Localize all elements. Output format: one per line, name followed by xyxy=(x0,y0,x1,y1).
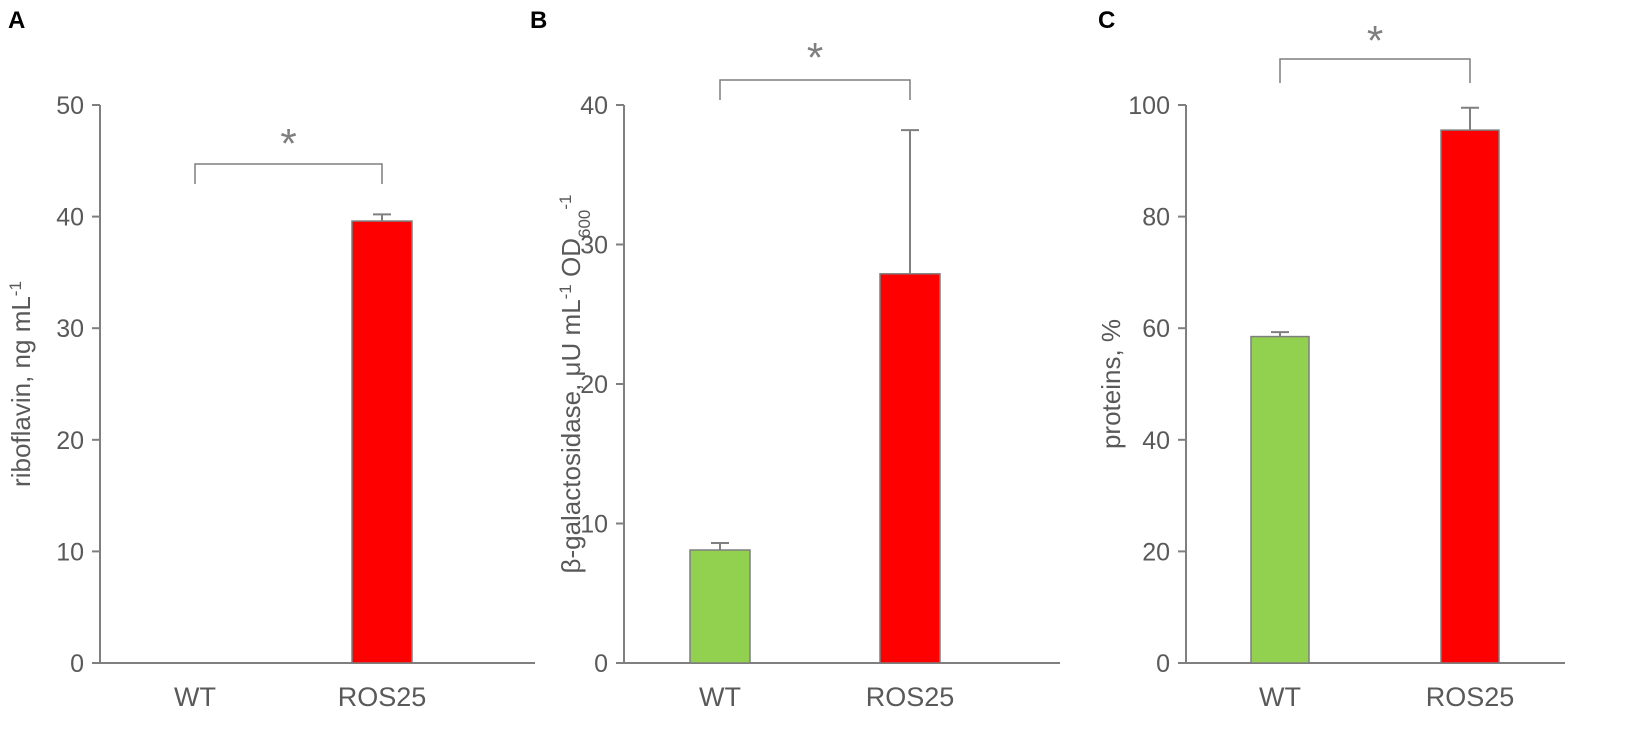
significance-bracket xyxy=(1279,58,1471,83)
y-axis-label: riboflavin, ng mL-1 xyxy=(6,281,37,487)
y-tick-label: 40 xyxy=(580,92,608,120)
bar-wt xyxy=(1250,335,1310,664)
significance-star: * xyxy=(1367,17,1383,64)
y-tick-label: 30 xyxy=(580,232,608,260)
y-tick-label: 40 xyxy=(56,204,84,232)
x-tick-label: WT xyxy=(174,682,216,712)
y-tick-label: 50 xyxy=(56,92,84,120)
y-tick-label: 60 xyxy=(1142,315,1170,343)
panel-a: A 0 10 20 30 40 50 WT ROS25 * riboflavin, ng mL-1 xyxy=(6,7,535,712)
x-tick-label: ROS25 xyxy=(338,682,427,712)
y-tick-label: 40 xyxy=(1142,427,1170,455)
y-tick-label: 0 xyxy=(1156,650,1170,678)
y-tick-label: 0 xyxy=(70,650,84,678)
x-tick-label: WT xyxy=(699,682,741,712)
panel-b: B 0 10 20 30 40 WT ROS25 * β-galactosidase, μU mL… xyxy=(530,7,1060,712)
x-tick-label: ROS25 xyxy=(866,682,955,712)
y-axis-label: β-galactosidase, μU mL-1 OD600-1 xyxy=(556,194,594,573)
y-tick-label: 0 xyxy=(594,650,608,678)
y-tick-label: 20 xyxy=(1142,538,1170,566)
y-axis-label: proteins, % xyxy=(1096,319,1126,449)
bar-wt xyxy=(689,549,751,664)
panel-label: A xyxy=(8,7,25,34)
significance-bracket xyxy=(719,79,911,100)
y-tick-label: 10 xyxy=(56,538,84,566)
bar-ros25 xyxy=(351,220,413,664)
y-tick-label: 80 xyxy=(1142,204,1170,232)
x-tick-label: WT xyxy=(1259,682,1301,712)
y-tick-label: 30 xyxy=(56,315,84,343)
panel-label: B xyxy=(530,7,547,34)
bar-ros25 xyxy=(1440,129,1500,664)
x-tick-label: ROS25 xyxy=(1426,682,1515,712)
panel-label: C xyxy=(1098,7,1115,34)
y-tick-label: 100 xyxy=(1128,92,1170,120)
panel-c: C 0 20 40 60 80 100 WT ROS25 * proteins, % xyxy=(1096,7,1565,712)
y-tick-label: 10 xyxy=(580,511,608,539)
significance-bracket xyxy=(194,163,383,184)
y-tick-label: 20 xyxy=(580,371,608,399)
y-tick-label: 20 xyxy=(56,427,84,455)
significance-star: * xyxy=(807,34,823,81)
significance-star: * xyxy=(280,120,296,167)
bar-ros25 xyxy=(879,273,941,664)
